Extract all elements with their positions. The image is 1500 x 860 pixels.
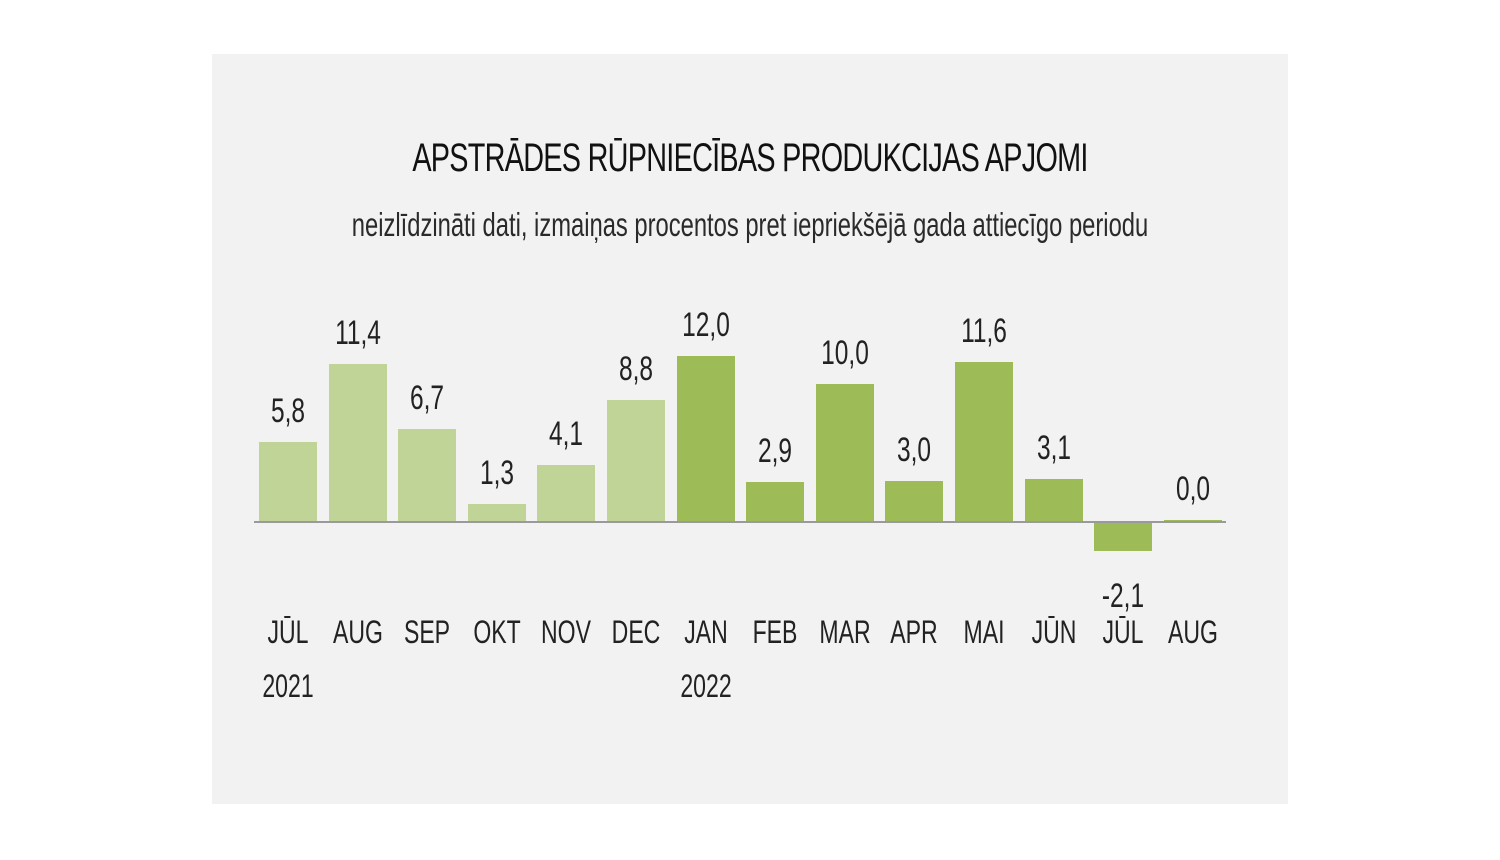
value-label: 4,1 xyxy=(548,415,584,454)
category-label: DEC xyxy=(611,614,661,650)
bar-11 xyxy=(1025,479,1083,522)
bar-4 xyxy=(537,465,595,522)
category-label: AUG xyxy=(333,614,383,650)
value-label: 11,4 xyxy=(335,314,381,353)
chart-subtitle: neizlīdzināti dati, izmaiņas procentos p… xyxy=(351,206,1149,243)
bar-6 xyxy=(677,356,735,522)
value-label: 8,8 xyxy=(618,350,654,389)
value-label: 12,0 xyxy=(682,306,730,345)
value-label: 10,0 xyxy=(821,333,869,372)
bar-1 xyxy=(329,364,387,522)
category-label: FEB xyxy=(752,614,798,650)
year-label: 2021 xyxy=(262,668,314,704)
category-label: APR xyxy=(890,614,938,650)
value-label: 6,7 xyxy=(409,379,445,418)
bar-12 xyxy=(1094,522,1152,552)
bar-0 xyxy=(259,441,317,522)
bar-8 xyxy=(816,383,874,522)
bar-3 xyxy=(468,504,526,522)
category-label: SEP xyxy=(403,614,451,650)
chart-title: APSTRĀDES RŪPNIECĪBAS PRODUKCIJAS APJOMI xyxy=(412,136,1088,180)
category-label: OKT xyxy=(473,614,521,650)
value-label: 3,0 xyxy=(896,430,932,469)
bar-7 xyxy=(746,481,804,522)
category-label: NOV xyxy=(541,614,591,650)
category-label: JŪL xyxy=(267,614,309,650)
value-label: 0,0 xyxy=(1175,470,1211,508)
bar-9 xyxy=(885,480,943,522)
x-axis-line xyxy=(254,521,1226,523)
bar-5 xyxy=(607,400,665,522)
category-label: MAI xyxy=(963,614,1005,650)
category-label: MAR xyxy=(819,614,871,650)
value-label: 5,8 xyxy=(270,391,306,430)
chart-panel xyxy=(212,54,1288,804)
year-label: 2022 xyxy=(680,668,732,704)
category-label: JŪN xyxy=(1031,614,1077,650)
value-label: -2,1 xyxy=(1101,577,1145,616)
category-label: JAN xyxy=(684,614,728,650)
category-label: AUG xyxy=(1168,614,1218,650)
category-label: JŪL xyxy=(1102,614,1144,650)
bar-10 xyxy=(955,361,1013,522)
bar-2 xyxy=(398,429,456,522)
value-label: 11,6 xyxy=(961,311,1007,350)
value-label: 2,9 xyxy=(757,431,793,470)
value-label: 3,1 xyxy=(1036,429,1072,468)
value-label: 1,3 xyxy=(479,454,515,493)
